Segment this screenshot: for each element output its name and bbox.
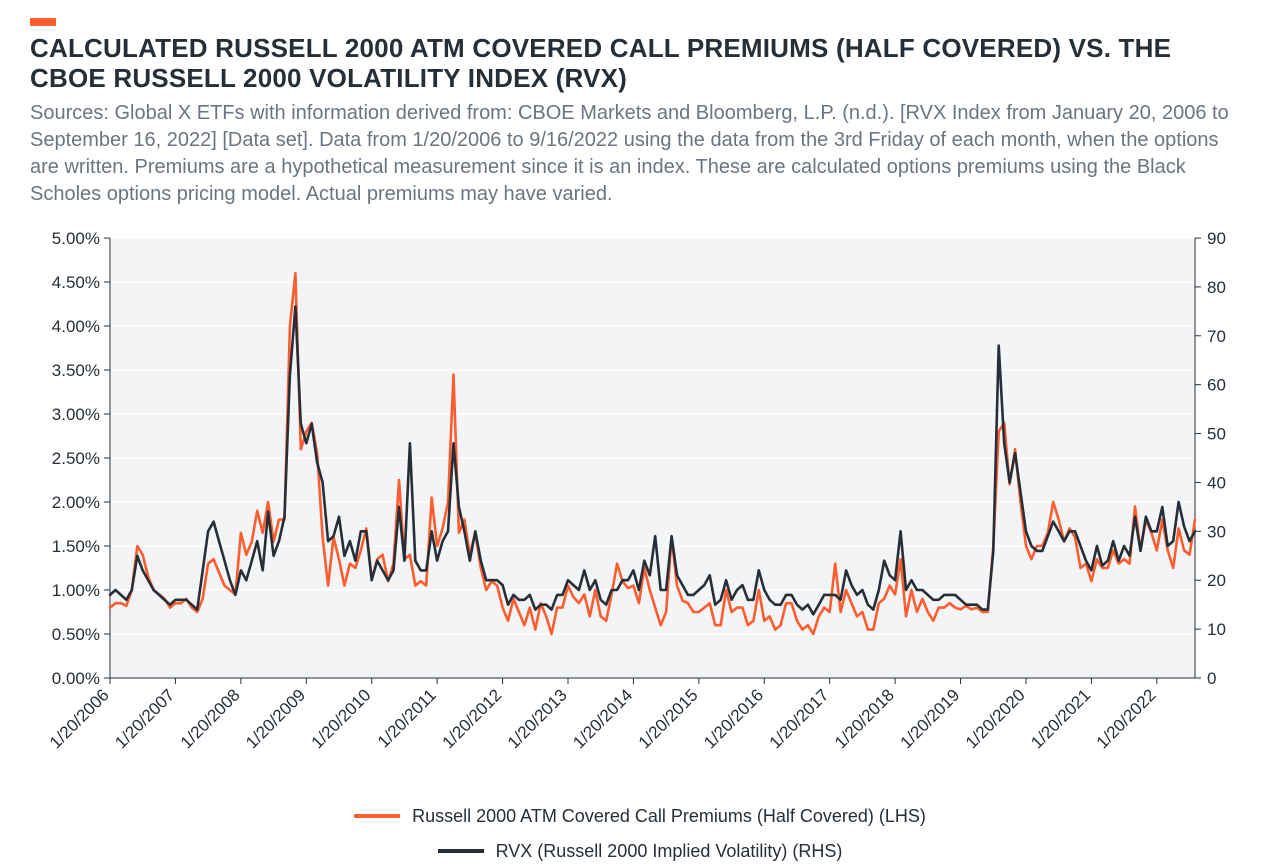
chart-title: CALCULATED RUSSELL 2000 ATM COVERED CALL… [30,34,1250,94]
chart-area: 0.00% 0.50% 1.00% 1.50% 2.00% 2.50% 3.00% 3.50%… [30,228,1250,798]
svg-text:1/20/2007: 1/20/2007 [111,685,178,752]
svg-text:70: 70 [1207,327,1226,346]
svg-text:1/20/2021: 1/20/2021 [1027,685,1094,752]
svg-text:1/20/2014: 1/20/2014 [569,685,636,752]
svg-text:1/20/2009: 1/20/2009 [242,685,309,752]
svg-text:0: 0 [1207,669,1216,688]
svg-text:3.00%: 3.00% [52,405,100,424]
legend-swatch-premiums [354,814,400,818]
legend-label-rvx: RVX (Russell 2000 Implied Volatility) (R… [496,841,843,862]
svg-text:90: 90 [1207,229,1226,248]
svg-text:1/20/2019: 1/20/2019 [896,685,963,752]
legend-item-rvx: RVX (Russell 2000 Implied Volatility) (R… [438,841,843,862]
svg-text:0.00%: 0.00% [52,669,100,688]
accent-bar [30,18,56,26]
svg-text:1/20/2020: 1/20/2020 [962,685,1029,752]
svg-text:1/20/2008: 1/20/2008 [177,685,244,752]
legend: Russell 2000 ATM Covered Call Premiums (… [30,806,1250,862]
chart-subtitle: Sources: Global X ETFs with information … [30,100,1250,208]
svg-text:1/20/2012: 1/20/2012 [438,685,505,752]
chart-container: CALCULATED RUSSELL 2000 ATM COVERED CALL… [0,0,1280,867]
svg-text:80: 80 [1207,278,1226,297]
svg-text:1.00%: 1.00% [52,581,100,600]
legend-label-premiums: Russell 2000 ATM Covered Call Premiums (… [412,806,926,827]
svg-text:1/20/2010: 1/20/2010 [308,685,375,752]
svg-text:60: 60 [1207,375,1226,394]
svg-text:30: 30 [1207,522,1226,541]
svg-text:40: 40 [1207,473,1226,492]
svg-text:1/20/2017: 1/20/2017 [766,685,833,752]
svg-text:5.00%: 5.00% [52,229,100,248]
svg-text:10: 10 [1207,620,1226,639]
legend-swatch-rvx [438,849,484,853]
svg-text:50: 50 [1207,424,1226,443]
svg-text:4.00%: 4.00% [52,317,100,336]
svg-text:1/20/2006: 1/20/2006 [46,685,113,752]
svg-text:1/20/2013: 1/20/2013 [504,685,571,752]
svg-text:1/20/2016: 1/20/2016 [700,685,767,752]
svg-text:3.50%: 3.50% [52,361,100,380]
svg-text:2.50%: 2.50% [52,449,100,468]
svg-text:1/20/2022: 1/20/2022 [1093,685,1160,752]
svg-text:1/20/2015: 1/20/2015 [635,685,702,752]
svg-text:1.50%: 1.50% [52,537,100,556]
svg-text:1/20/2011: 1/20/2011 [374,685,440,751]
svg-text:1/20/2018: 1/20/2018 [831,685,898,752]
legend-item-premiums: Russell 2000 ATM Covered Call Premiums (… [354,806,926,827]
svg-text:2.00%: 2.00% [52,493,100,512]
svg-text:4.50%: 4.50% [52,273,100,292]
line-chart-svg: 0.00% 0.50% 1.00% 1.50% 2.00% 2.50% 3.00% 3.50%… [30,228,1250,798]
svg-text:0.50%: 0.50% [52,625,100,644]
svg-text:20: 20 [1207,571,1226,590]
